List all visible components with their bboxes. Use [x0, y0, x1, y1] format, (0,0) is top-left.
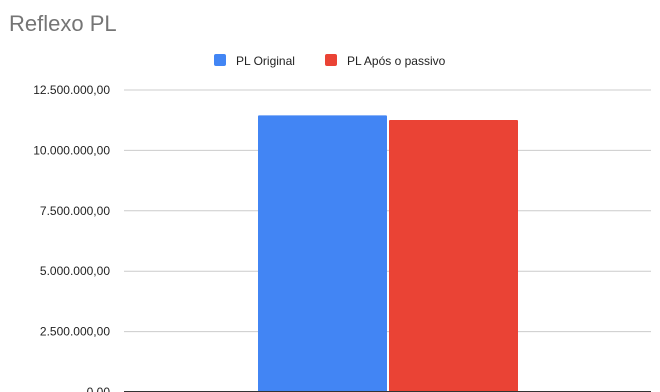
bar-pl-apos-o-passivo [389, 119, 518, 392]
legend-label: PL Após o passivo [347, 54, 446, 68]
y-tick-label: 2.500.000,00 [40, 325, 110, 339]
gridlines [124, 89, 651, 333]
legend-swatch [214, 54, 226, 66]
bars [258, 115, 518, 392]
y-axis-tick-labels: 0,00 2.500.000,00 5.000.000,00 7.500.000,00… [33, 83, 110, 392]
legend-swatch [325, 54, 337, 66]
y-tick-label: 12.500.000,00 [33, 83, 110, 97]
y-tick-label: 5.000.000,00 [40, 264, 110, 278]
y-tick-label: 0,00 [87, 385, 111, 392]
legend: PL Original PL Após o passivo [214, 54, 446, 68]
legend-label: PL Original [236, 54, 295, 68]
chart-title: Reflexo PL [9, 11, 117, 36]
y-tick-label: 10.000.000,00 [33, 143, 110, 157]
bar-pl-original [258, 115, 387, 392]
y-tick-label: 7.500.000,00 [40, 204, 110, 218]
